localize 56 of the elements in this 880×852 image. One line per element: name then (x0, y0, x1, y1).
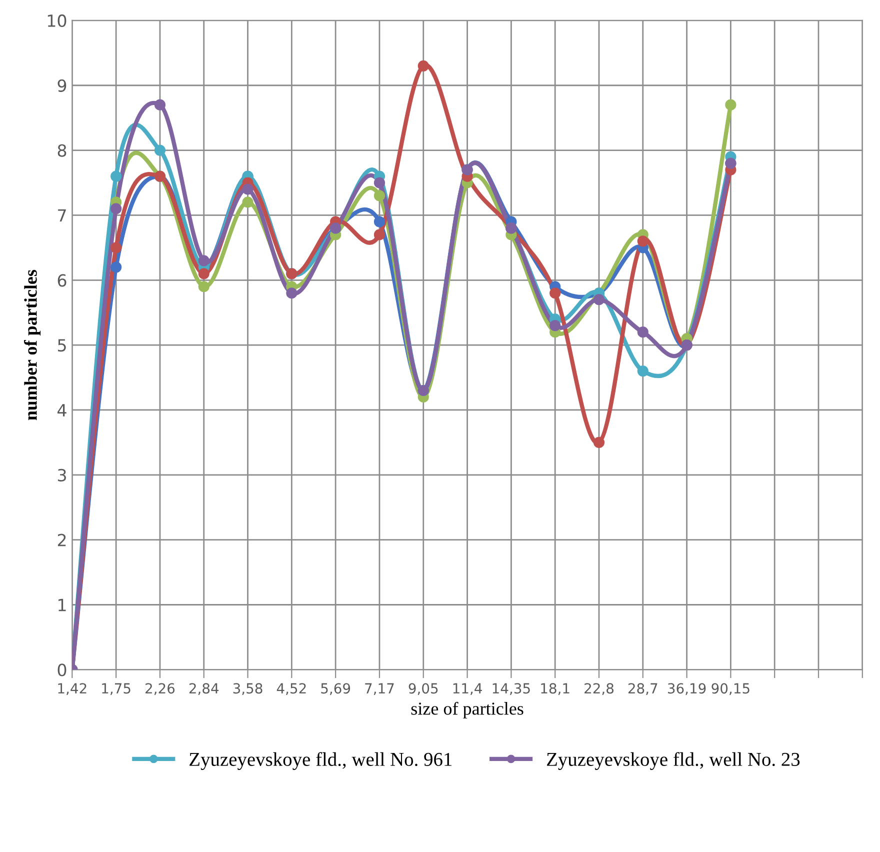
point (198, 268, 210, 280)
legend-label: Zyuzeyevskoye fld., well No. 23 (546, 752, 800, 770)
point (593, 294, 605, 306)
x-tick-label: 9,05 (408, 683, 438, 696)
point (637, 236, 648, 247)
x-tick-label: 14,35 (492, 683, 530, 696)
y-tick-label: 10 (48, 14, 66, 28)
x-tick-label: 36,19 (668, 683, 706, 696)
point (242, 184, 254, 195)
point (110, 262, 122, 273)
point (374, 190, 386, 202)
point (198, 255, 210, 266)
point (242, 196, 254, 208)
x-tick-label: 18,1 (541, 683, 570, 696)
point (593, 436, 605, 448)
x-tick-label: 2,84 (189, 683, 219, 696)
y-tick-label: 1 (58, 598, 66, 612)
y-tick-label: 6 (58, 274, 66, 287)
point (286, 288, 298, 299)
y-tick-label: 0 (58, 664, 66, 676)
point (198, 281, 210, 292)
point (110, 170, 122, 182)
point (154, 144, 166, 156)
point (637, 326, 648, 338)
x-axis-title: size of particles (411, 702, 524, 718)
x-tick-label: 90,15 (712, 683, 750, 696)
x-tick-label: 11,4 (453, 683, 482, 696)
point (110, 242, 122, 254)
x-tick-label: 28,7 (628, 683, 658, 696)
point (637, 365, 648, 377)
y-tick-label: 7 (58, 209, 66, 222)
legend-label: Zyuzeyevskoye fld., well No. 961 (190, 752, 452, 770)
x-tick-label: 1,42 (58, 683, 86, 696)
y-tick-label: 3 (58, 468, 66, 482)
point (374, 216, 386, 228)
x-tick-label: 5,69 (321, 683, 350, 696)
x-tick-label: 4,52 (276, 683, 306, 696)
x-tick-label: 1,75 (102, 683, 130, 696)
y-axis-title: number of particles (24, 270, 41, 420)
y-tick-label: 5 (58, 339, 66, 352)
y-tick-label: 9 (58, 79, 66, 92)
point (374, 177, 386, 188)
x-tick-label: 7,17 (365, 683, 394, 696)
point (154, 99, 166, 110)
point (725, 99, 736, 110)
point (374, 229, 386, 240)
x-tick-label: 2,26 (146, 683, 175, 696)
y-tick-label: 4 (58, 404, 66, 416)
y-tick-label: 2 (58, 534, 66, 546)
y-tick-label: 8 (58, 144, 66, 157)
point (550, 288, 561, 299)
point (550, 320, 561, 332)
point (418, 60, 429, 72)
x-tick-label: 3,58 (233, 683, 262, 696)
x-tick-label: 22,8 (584, 683, 614, 696)
point (110, 203, 122, 214)
